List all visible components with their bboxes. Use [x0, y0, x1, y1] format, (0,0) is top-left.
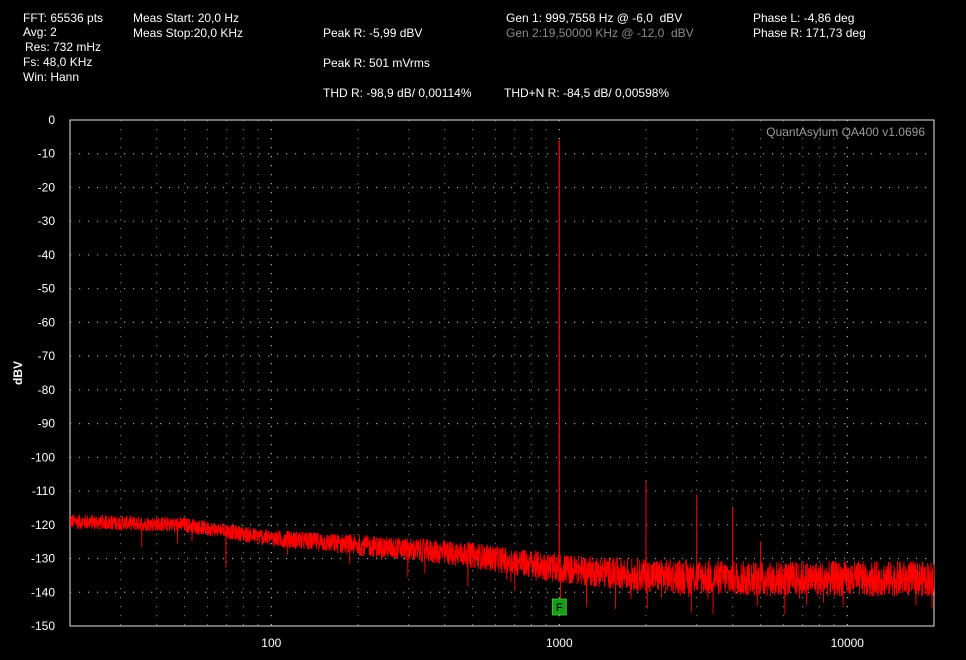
- y-tick-label: -150: [31, 619, 55, 633]
- meas-start-text: Meas Start: 20,0 Hz: [133, 11, 240, 25]
- y-tick-label: -130: [31, 552, 55, 566]
- resolution-text: Res: 732 mHz: [25, 40, 102, 54]
- watermark-text: QuantAsylum QA400 v1.0696: [766, 125, 925, 139]
- x-axis-ticks: 100 1000 10000: [261, 636, 864, 650]
- x-tick-label: 1000: [546, 636, 573, 650]
- noise-floor-trace: [69, 514, 935, 615]
- peak-r-rms-text: Peak R: 501 mVrms: [323, 56, 430, 70]
- peak-r-dbv-text: Peak R: -5,99 dBV: [323, 26, 423, 40]
- y-axis-ticks: 0 -10 -20 -30 -40 -50 -60 -70 -80 -90 -100 -110 -120…: [31, 113, 55, 633]
- sample-rate-text: Fs: 48,0 KHz: [23, 55, 93, 69]
- y-tick-label: 0: [48, 113, 55, 127]
- y-tick-label: -110: [32, 484, 55, 498]
- x-tick-label: 10000: [831, 636, 865, 650]
- y-tick-label: -120: [31, 518, 55, 532]
- phase-l-text: Phase L: -4,86 deg: [753, 11, 855, 25]
- thd-r-text: THD R: -98,9 dB/ 0,00114%: [323, 86, 472, 100]
- y-tick-label: -80: [38, 383, 56, 397]
- averages-text: Avg: 2: [23, 25, 57, 39]
- y-tick-label: -50: [38, 282, 56, 296]
- y-tick-label: -30: [38, 214, 56, 228]
- y-tick-label: -40: [38, 248, 56, 262]
- y-tick-label: -20: [38, 180, 56, 194]
- trace-group: [69, 140, 935, 615]
- y-tick-label: -70: [38, 349, 56, 363]
- plot-frame: [69, 119, 935, 627]
- meas-stop-text: Meas Stop:20,0 KHz: [133, 26, 244, 40]
- gen2-text: Gen 2:19,50000 KHz @ -12,0 dBV: [506, 26, 694, 40]
- y-tick-label: -60: [38, 315, 56, 329]
- y-axis-label: dBV: [11, 361, 25, 385]
- phase-r-text: Phase R: 171,73 deg: [753, 26, 866, 40]
- y-tick-label: -140: [31, 585, 55, 599]
- fundamental-marker-box: [551, 598, 567, 616]
- window-text: Win: Hann: [23, 70, 80, 84]
- marker-group: F: [551, 598, 567, 616]
- y-tick-label: -90: [38, 417, 56, 431]
- x-tick-label: 100: [261, 636, 281, 650]
- gen1-text: Gen 1: 999,7558 Hz @ -6,0 dBV: [506, 11, 683, 25]
- grid: [70, 120, 934, 626]
- fundamental-marker-label: F: [556, 602, 563, 614]
- fft-size-text: FFT: 65536 pts: [23, 11, 104, 25]
- y-tick-label: -100: [31, 450, 55, 464]
- thdn-r-text: THD+N R: -84,5 dB/ 0,00598%: [504, 86, 670, 100]
- y-tick-label: -10: [38, 147, 56, 161]
